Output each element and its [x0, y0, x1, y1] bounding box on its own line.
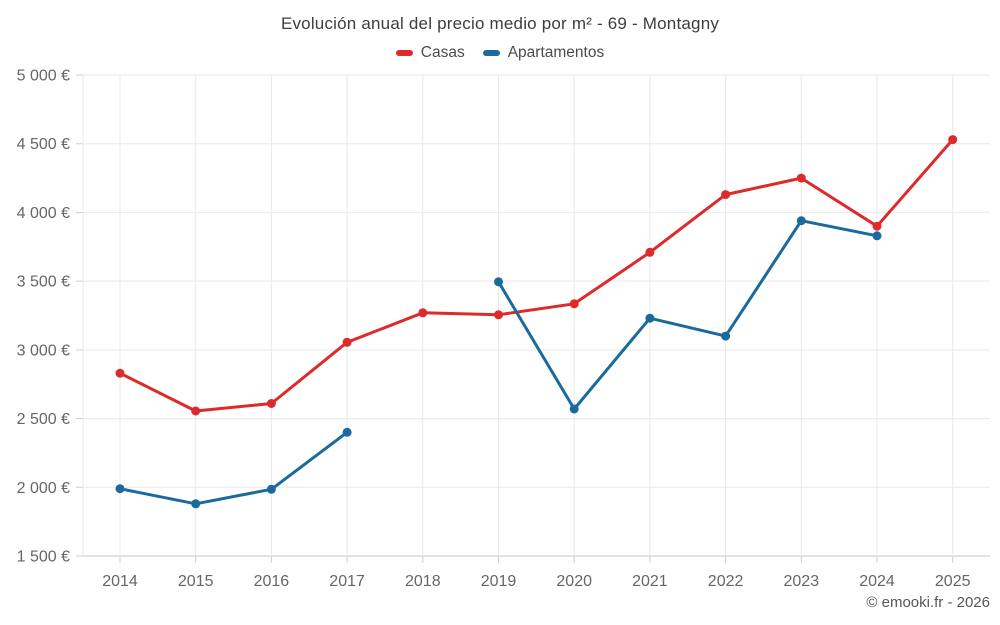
data-point-casas-2021[interactable] — [645, 247, 655, 257]
legend-item-apartamentos[interactable]: Apartamentos — [482, 44, 605, 62]
y-axis-label: 2 000 € — [17, 480, 70, 497]
y-axis-label: 4 500 € — [17, 136, 70, 153]
data-point-casas-2019[interactable] — [494, 310, 503, 320]
x-axis-label: 2018 — [405, 573, 441, 590]
y-axis-label: 1 500 € — [17, 549, 70, 566]
x-axis-label: 2025 — [935, 573, 971, 590]
data-point-casas-2022[interactable] — [721, 190, 731, 200]
x-axis-label: 2015 — [178, 573, 214, 590]
legend-label-casas: Casas — [420, 44, 465, 61]
y-axis-label: 3 000 € — [17, 342, 70, 359]
series-line-apartamentos — [118, 219, 879, 506]
legend-label-apartamentos: Apartamentos — [507, 44, 605, 61]
data-point-casas-2017[interactable] — [342, 337, 352, 347]
data-point-apartamentos-2016[interactable] — [266, 484, 276, 494]
data-point-apartamentos-2014[interactable] — [115, 484, 125, 494]
chart-footer-credit: © emooki.fr - 2026 — [866, 594, 990, 611]
y-axis-label: 5 000 € — [17, 68, 70, 85]
data-point-casas-2014[interactable] — [115, 368, 125, 378]
data-point-casas-2020[interactable] — [569, 299, 579, 309]
data-point-casas-2025[interactable] — [948, 135, 958, 145]
data-point-apartamentos-2019[interactable] — [494, 277, 503, 287]
data-point-apartamentos-2017[interactable] — [342, 427, 352, 437]
legend-item-casas[interactable]: Casas — [395, 44, 465, 62]
data-point-apartamentos-2023[interactable] — [796, 216, 806, 226]
y-grid-and-labels: 1 500 € 2 000 € 2 500 € 3 000 € 3 500 € 4 000… — [17, 68, 990, 566]
data-point-apartamentos-2021[interactable] — [645, 313, 655, 323]
x-axis-label: 2014 — [102, 573, 138, 590]
series-apartamentos — [115, 216, 882, 509]
x-axis-label: 2020 — [556, 573, 592, 590]
data-point-apartamentos-2022[interactable] — [721, 331, 731, 341]
data-point-casas-2024[interactable] — [872, 221, 882, 231]
y-axis-label: 2 500 € — [17, 411, 70, 428]
legend: Casas Apartamentos — [0, 44, 1000, 62]
y-axis-label: 3 500 € — [17, 274, 70, 291]
x-axis-label: 2016 — [254, 573, 290, 590]
data-point-casas-2015[interactable] — [191, 406, 201, 416]
series-line-casas — [118, 138, 955, 413]
x-axis-label: 2021 — [632, 573, 668, 590]
data-point-casas-2016[interactable] — [266, 399, 276, 408]
x-axis-label: 2019 — [481, 573, 517, 590]
data-point-apartamentos-2024[interactable] — [872, 231, 882, 241]
chart-title: Evolución anual del precio medio por m² … — [280, 14, 720, 33]
data-point-casas-2023[interactable] — [796, 173, 806, 183]
data-point-apartamentos-2020[interactable] — [569, 404, 579, 414]
x-axis-label: 2022 — [708, 573, 744, 590]
series-casas — [115, 135, 958, 416]
data-point-casas-2018[interactable] — [418, 308, 428, 318]
y-axis-label: 4 000 € — [17, 205, 70, 222]
legend-marker-apartamentos-icon — [482, 50, 500, 56]
x-grid-and-labels: 2014 2015 2016 2017 2018 2019 2020 2021 2022 2023… — [102, 75, 971, 590]
data-point-apartamentos-2015[interactable] — [191, 499, 201, 509]
x-axis-label: 2017 — [329, 573, 365, 590]
x-axis-label: 2024 — [859, 573, 895, 590]
legend-marker-casas-icon — [395, 50, 413, 56]
x-axis-label: 2023 — [784, 573, 820, 590]
